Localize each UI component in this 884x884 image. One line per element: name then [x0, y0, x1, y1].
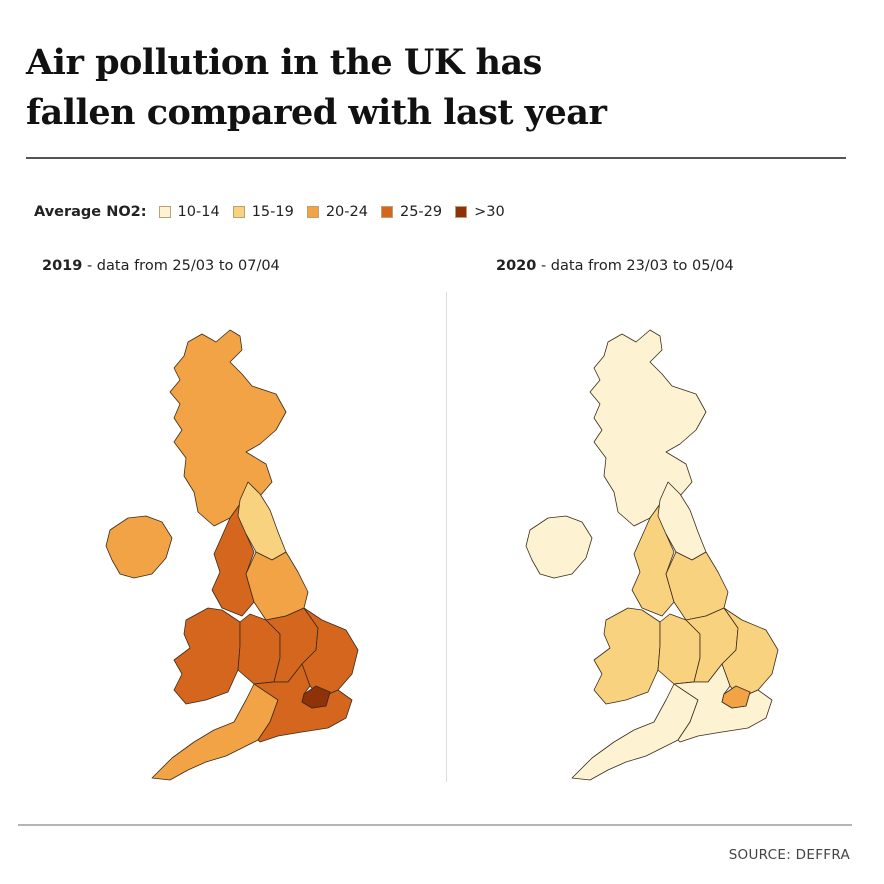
legend: Average NO2: 10-14 15-19 20-24 25-29 >30 [34, 201, 518, 223]
title-line-1: Air pollution in the UK has [26, 42, 542, 83]
legend-swatch [380, 206, 393, 218]
footer-rule [18, 824, 852, 826]
map-2019 [105, 329, 359, 781]
region-wales [173, 607, 241, 705]
legend-item-label: >30 [474, 204, 505, 220]
region-northern-ireland [105, 515, 173, 579]
map-2020-title: 2020 - data from 23/03 to 05/04 [496, 258, 734, 274]
map-divider [446, 292, 447, 782]
title-rule [26, 157, 846, 159]
map-2019-year: 2019 [42, 258, 83, 274]
region-scotland [589, 329, 707, 527]
region-northern-ireland [525, 515, 593, 579]
legend-item-label: 20-24 [325, 204, 368, 220]
chart-title: Air pollution in the UK has fallen compa… [26, 38, 866, 138]
map-2019-subtitle: - data from 25/03 to 07/04 [82, 258, 280, 274]
region-london [301, 685, 331, 709]
source-note: SOURCE: DEFFRA [728, 847, 850, 863]
legend-swatch [158, 206, 171, 218]
title-line-2: fallen compared with last year [26, 92, 607, 133]
legend-item-20-24: 20-24 [306, 204, 368, 220]
region-scotland [169, 329, 287, 527]
legend-item-over-30: >30 [455, 204, 505, 220]
region-london [721, 685, 751, 709]
legend-item-label: 10-14 [177, 204, 220, 220]
region-yorkshire [245, 551, 309, 621]
legend-swatch [232, 206, 245, 218]
legend-item-10-14: 10-14 [158, 204, 220, 220]
map-2019-title: 2019 - data from 25/03 to 07/04 [42, 258, 280, 274]
legend-item-15-19: 15-19 [232, 204, 294, 220]
legend-item-25-29: 25-29 [380, 204, 443, 220]
legend-item-label: 25-29 [399, 204, 443, 220]
map-2020-year: 2020 [496, 258, 537, 274]
map-2020 [525, 329, 779, 781]
legend-label: Average NO2: [34, 204, 147, 220]
map-2020-subtitle: - data from 23/03 to 05/04 [536, 258, 734, 274]
region-wales [593, 607, 661, 705]
legend-item-label: 15-19 [251, 204, 294, 220]
region-yorkshire [665, 551, 729, 621]
legend-swatch [306, 206, 319, 218]
legend-swatch [455, 206, 468, 218]
